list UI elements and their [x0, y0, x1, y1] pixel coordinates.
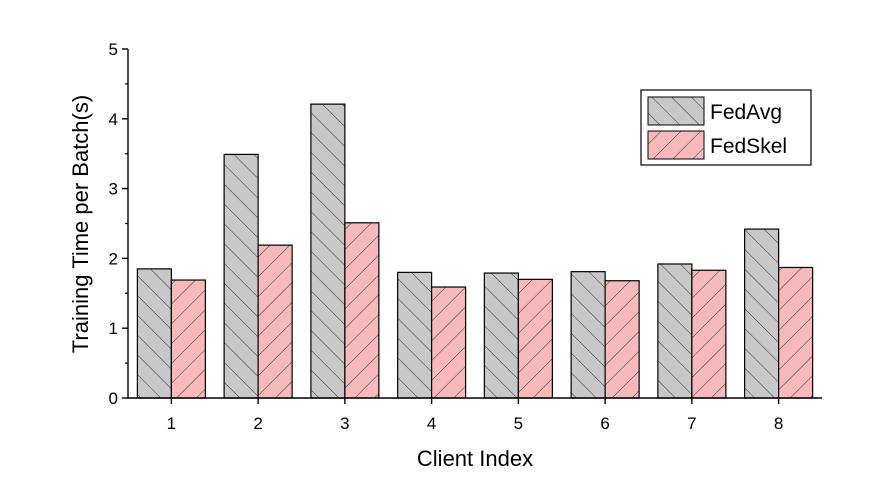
x-tick-label: 2 — [253, 414, 262, 433]
bar-fedskel-client-3 — [344, 222, 380, 399]
bar-hatch — [570, 271, 606, 399]
bar-hatch — [744, 228, 780, 399]
bar-fedavg-client-8 — [744, 228, 780, 399]
x-tick-label: 5 — [514, 414, 523, 433]
bar-hatch — [604, 280, 640, 399]
bar-hatch — [170, 279, 206, 399]
bar-fedskel-client-8 — [778, 266, 814, 399]
bar-hatch — [778, 266, 814, 399]
y-tick-label: 5 — [109, 40, 118, 59]
bar-hatch — [223, 153, 259, 399]
bar-fedskel-client-5 — [517, 278, 553, 399]
legend: FedAvg FedSkel — [640, 89, 812, 166]
y-axis-title: Training Time per Batch(s) — [68, 95, 93, 353]
y-tick-label: 3 — [109, 180, 118, 199]
bar-fedavg-client-7 — [657, 263, 693, 399]
bar-hatch — [691, 269, 727, 399]
x-tick-label: 3 — [340, 414, 349, 433]
bar-fedavg-client-3 — [310, 103, 346, 399]
bar-fedavg-client-6 — [570, 271, 606, 399]
legend-swatch-hatch-fedavg — [647, 96, 705, 126]
legend-label-fedskel: FedSkel — [710, 135, 787, 158]
bar-fedskel-client-1 — [170, 279, 206, 399]
y-ticks-group: 0 1 2 3 4 5 — [109, 40, 128, 408]
bar-hatch — [397, 271, 433, 399]
bar-hatch — [136, 268, 172, 399]
bar-fedskel-client-6 — [604, 280, 640, 399]
x-ticks-group: 1 2 3 4 5 6 7 8 — [167, 398, 783, 433]
bars-group — [136, 103, 814, 399]
y-tick-label: 2 — [109, 249, 118, 268]
bar-hatch — [657, 263, 693, 399]
bar-hatch — [517, 278, 553, 399]
bar-hatch — [310, 103, 346, 399]
legend-label-fedavg: FedAvg — [710, 101, 782, 124]
x-tick-label: 8 — [774, 414, 783, 433]
y-tick-label: 1 — [109, 319, 118, 338]
bar-hatch — [344, 222, 380, 399]
bar-fedskel-client-7 — [691, 269, 727, 399]
bar-fedavg-client-5 — [483, 272, 519, 399]
x-tick-label: 1 — [167, 414, 176, 433]
x-axis-title: Client Index — [417, 446, 533, 471]
y-tick-label: 0 — [109, 389, 118, 408]
x-tick-label: 7 — [687, 414, 696, 433]
x-tick-label: 6 — [600, 414, 609, 433]
y-tick-label: 4 — [109, 110, 118, 129]
bar-hatch — [431, 286, 467, 399]
bar-fedavg-client-4 — [397, 271, 433, 399]
bar-fedavg-client-2 — [223, 153, 259, 399]
bar-hatch — [257, 244, 293, 399]
bar-hatch — [483, 272, 519, 399]
legend-swatch-hatch-fedskel — [647, 130, 705, 160]
x-tick-label: 4 — [427, 414, 436, 433]
bar-fedskel-client-4 — [431, 286, 467, 399]
bar-fedavg-client-1 — [136, 268, 172, 399]
bar-fedskel-client-2 — [257, 244, 293, 399]
